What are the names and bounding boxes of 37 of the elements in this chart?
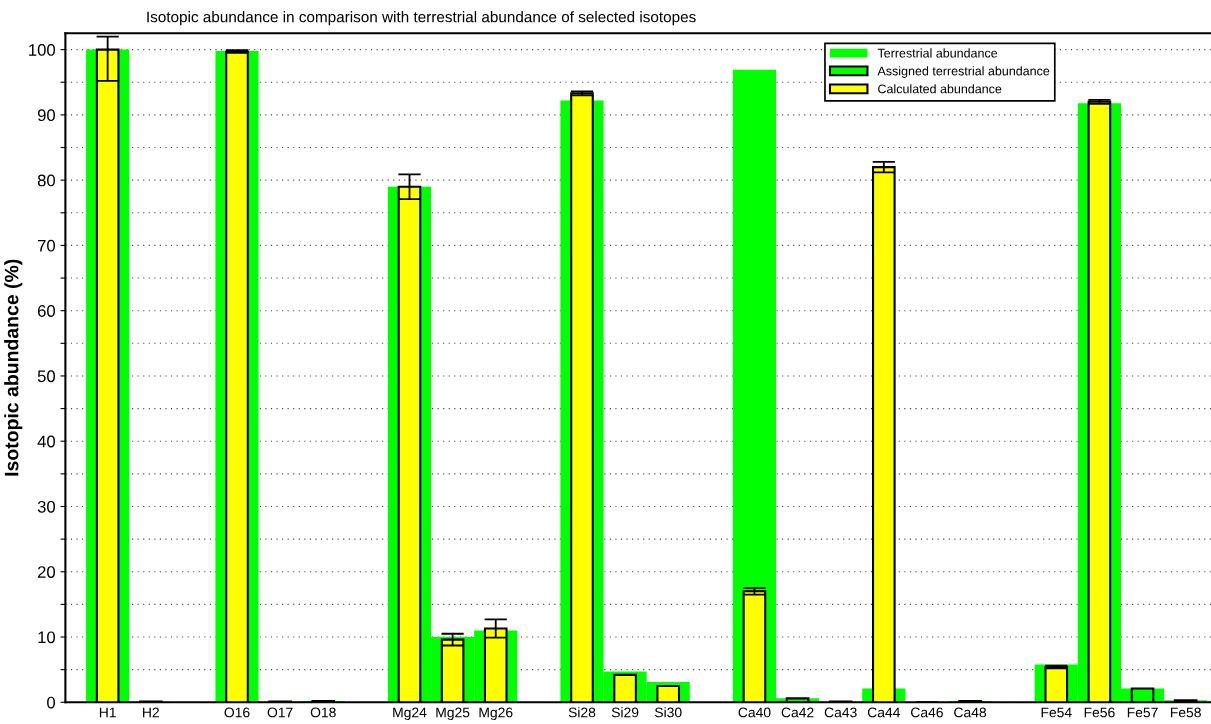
x-tick-label: Ca48 xyxy=(954,707,987,718)
x-tick-label: H2 xyxy=(143,707,159,718)
y-tick-label: 20 xyxy=(37,566,56,578)
y-tick-label: 70 xyxy=(37,239,56,252)
x-tick-label: Fe56 xyxy=(1084,707,1115,718)
x-tick-label: O16 xyxy=(224,707,250,718)
x-tick-label: O17 xyxy=(267,707,293,718)
x-tick-label: Ca43 xyxy=(824,707,857,718)
x-tick-label: Ca46 xyxy=(911,707,943,718)
y-tick-label: 80 xyxy=(37,174,56,187)
x-tick-label: Mg24 xyxy=(393,707,427,721)
x-tick-label: H1 xyxy=(99,707,116,718)
y-tick-label: 0 xyxy=(47,696,56,709)
x-tick-label: Si29 xyxy=(611,707,639,718)
x-tick-label: Si30 xyxy=(654,707,682,718)
y-tick-label: 40 xyxy=(37,435,56,448)
y-tick-label: 30 xyxy=(37,500,56,513)
y-axis-title: Isotopic abundance (%) xyxy=(4,259,23,476)
chart-title: Isotopic abundance in comparison with terrestrial abundance of selected isotopes xyxy=(147,11,696,26)
legend-label: Calculated abundance xyxy=(878,84,1002,94)
y-tick-label: 60 xyxy=(37,305,56,317)
y-tick-label: 90 xyxy=(37,109,56,122)
y-tick-label: 100 xyxy=(29,44,56,56)
x-tick-label: Ca44 xyxy=(867,707,901,718)
x-tick-label: Fe54 xyxy=(1041,707,1072,718)
x-tick-label: Ca40 xyxy=(738,707,771,718)
legend-label: Terrestrial abundance xyxy=(877,48,998,58)
x-tick-label: Mg26 xyxy=(479,707,513,721)
x-tick-label: Fe57 xyxy=(1127,707,1158,718)
x-tick-label: O18 xyxy=(310,707,336,718)
x-tick-label: Ca42 xyxy=(781,707,814,718)
x-tick-label: Si28 xyxy=(568,707,596,718)
x-tick-label: Fe58 xyxy=(1170,707,1201,718)
y-tick-label: 10 xyxy=(38,631,56,644)
y-tick-label: 50 xyxy=(37,370,56,383)
legend-label: Assigned terrestrial abundance xyxy=(877,66,1050,78)
x-tick-label: Mg25 xyxy=(436,707,470,721)
